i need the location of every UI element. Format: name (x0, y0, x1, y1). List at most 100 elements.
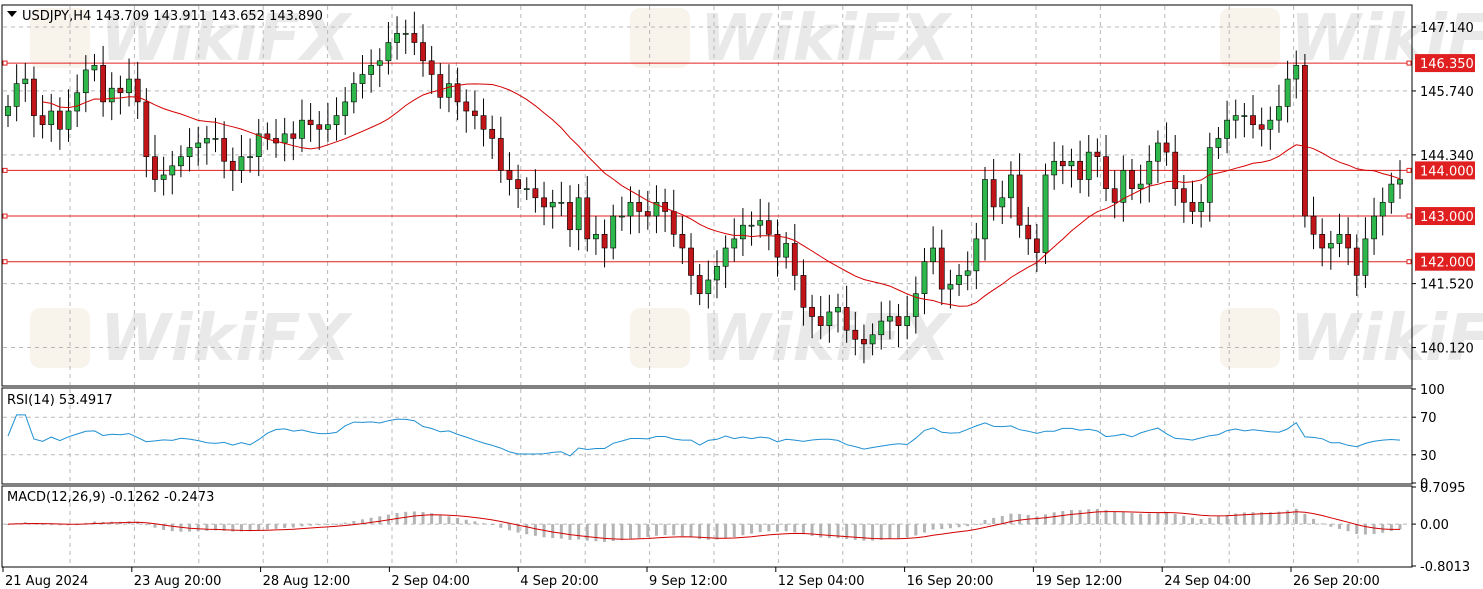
bear-candle (307, 119, 314, 126)
bear-candle (316, 124, 323, 130)
macd-histogram-bar (1398, 524, 1402, 530)
macd-histogram-bar (170, 524, 174, 532)
bull-candle (1284, 78, 1291, 107)
bull-candle (169, 165, 176, 176)
macd-histogram-bar (231, 524, 235, 532)
bear-candle (532, 188, 539, 199)
bear-candle (1129, 170, 1135, 189)
bull-candle (878, 320, 885, 336)
bear-candle (1302, 65, 1308, 217)
bull-candle (13, 83, 20, 107)
macd-histogram-bar (680, 524, 684, 536)
macd-histogram-bar (6, 524, 10, 526)
bull-candle (973, 238, 980, 272)
macd-histogram-bar (162, 524, 166, 530)
bull-candle (342, 101, 349, 116)
macd-histogram-bar (265, 524, 269, 530)
bear-candle (541, 197, 547, 208)
macd-histogram-bar (897, 524, 901, 539)
bull-candle (835, 307, 841, 313)
bull-candle (186, 147, 193, 157)
macd-histogram-bar (767, 524, 771, 532)
macd-histogram-bar (516, 524, 520, 533)
macd-histogram-bar (603, 524, 607, 542)
macd-histogram-bar (992, 517, 996, 525)
bear-candle (1111, 188, 1118, 203)
macd-histogram-bar (914, 524, 918, 536)
macd-histogram-bar (1078, 510, 1082, 525)
macd-histogram-bar (1139, 513, 1143, 525)
macd-histogram-bar (92, 521, 96, 525)
macd-histogram-bar (1303, 513, 1307, 525)
time-tick-label: 21 Aug 2024 (5, 574, 88, 589)
bear-candle (688, 247, 694, 276)
level-handle (1406, 213, 1412, 219)
bear-candle (800, 275, 807, 308)
bull-candle (1388, 183, 1395, 203)
level-price-tag (1415, 54, 1475, 73)
macd-histogram-bar (490, 524, 494, 526)
bear-candle (1103, 156, 1109, 189)
macd-histogram-bar (732, 524, 736, 538)
bear-candle (817, 316, 824, 326)
bear-candle (1077, 160, 1083, 180)
macd-histogram-bar (1294, 508, 1298, 525)
bull-candle (1085, 151, 1092, 180)
bear-candle (809, 307, 815, 317)
bull-candle (1267, 119, 1274, 130)
bull-candle (627, 202, 634, 217)
macd-histogram-bar (58, 524, 62, 526)
bull-candle (1276, 106, 1282, 121)
macd-histogram-bar (1173, 514, 1177, 525)
time-tick-label: 28 Aug 12:00 (263, 574, 351, 589)
price-axis[interactable]: 147.140 145.740 144.340 141.520 140.120 100 70… (1412, 21, 1474, 575)
macd-histogram-bar (1389, 524, 1393, 532)
bull-candle (757, 220, 764, 226)
bull-candle (385, 42, 392, 62)
bear-candle (895, 316, 902, 326)
macd-histogram-bar (533, 524, 537, 536)
bear-candle (497, 138, 504, 171)
bull-candle (1051, 160, 1058, 176)
bull-candle (350, 83, 357, 103)
macd-histogram-bar (922, 524, 926, 533)
price-tick-label: 141.520 (1420, 278, 1474, 293)
macd-histogram-bar (957, 524, 961, 528)
bear-candle (601, 234, 608, 249)
triangle-down-icon[interactable] (7, 11, 17, 17)
bull-candle (722, 247, 729, 267)
bear-candle (584, 197, 591, 240)
macd-histogram-bar (136, 521, 140, 525)
bull-candle (886, 316, 893, 322)
bear-candle (411, 33, 418, 43)
macd-histogram-bar (196, 524, 200, 532)
macd-histogram-bar (482, 523, 486, 525)
watermark-logo (30, 308, 90, 368)
macd-histogram-bar (1000, 515, 1004, 525)
macd-histogram-bar (1095, 508, 1099, 525)
rsi-title: RSI(14) 53.4917 (7, 393, 113, 408)
macd-histogram-bar (1268, 512, 1272, 525)
ma-line (42, 83, 1401, 307)
bear-candle (1353, 247, 1360, 276)
time-axis[interactable]: 21 Aug 2024 23 Aug 20:00 28 Aug 12:00 2 Sep… (2, 567, 1380, 589)
macd-histogram-bar (1165, 512, 1169, 525)
bull-candle (333, 115, 340, 126)
macd-histogram-bar (620, 524, 624, 541)
macd-histogram-bar (386, 514, 390, 525)
macd-histogram-bar (214, 524, 218, 531)
bear-candle (670, 211, 677, 235)
macd-histogram-bar (646, 524, 650, 538)
macd-histogram-bar (1190, 517, 1194, 525)
bull-candle (731, 238, 738, 249)
macd-histogram-bar (1355, 524, 1359, 534)
macd-histogram-bar (871, 524, 875, 541)
macd-histogram-bar (1130, 512, 1134, 525)
bull-candle (740, 224, 746, 240)
level-price-tag (1415, 252, 1475, 271)
bear-candle (428, 60, 435, 75)
macd-histogram-bar (525, 524, 529, 535)
macd-histogram-bar (205, 524, 209, 531)
macd-histogram-bar (654, 524, 658, 536)
